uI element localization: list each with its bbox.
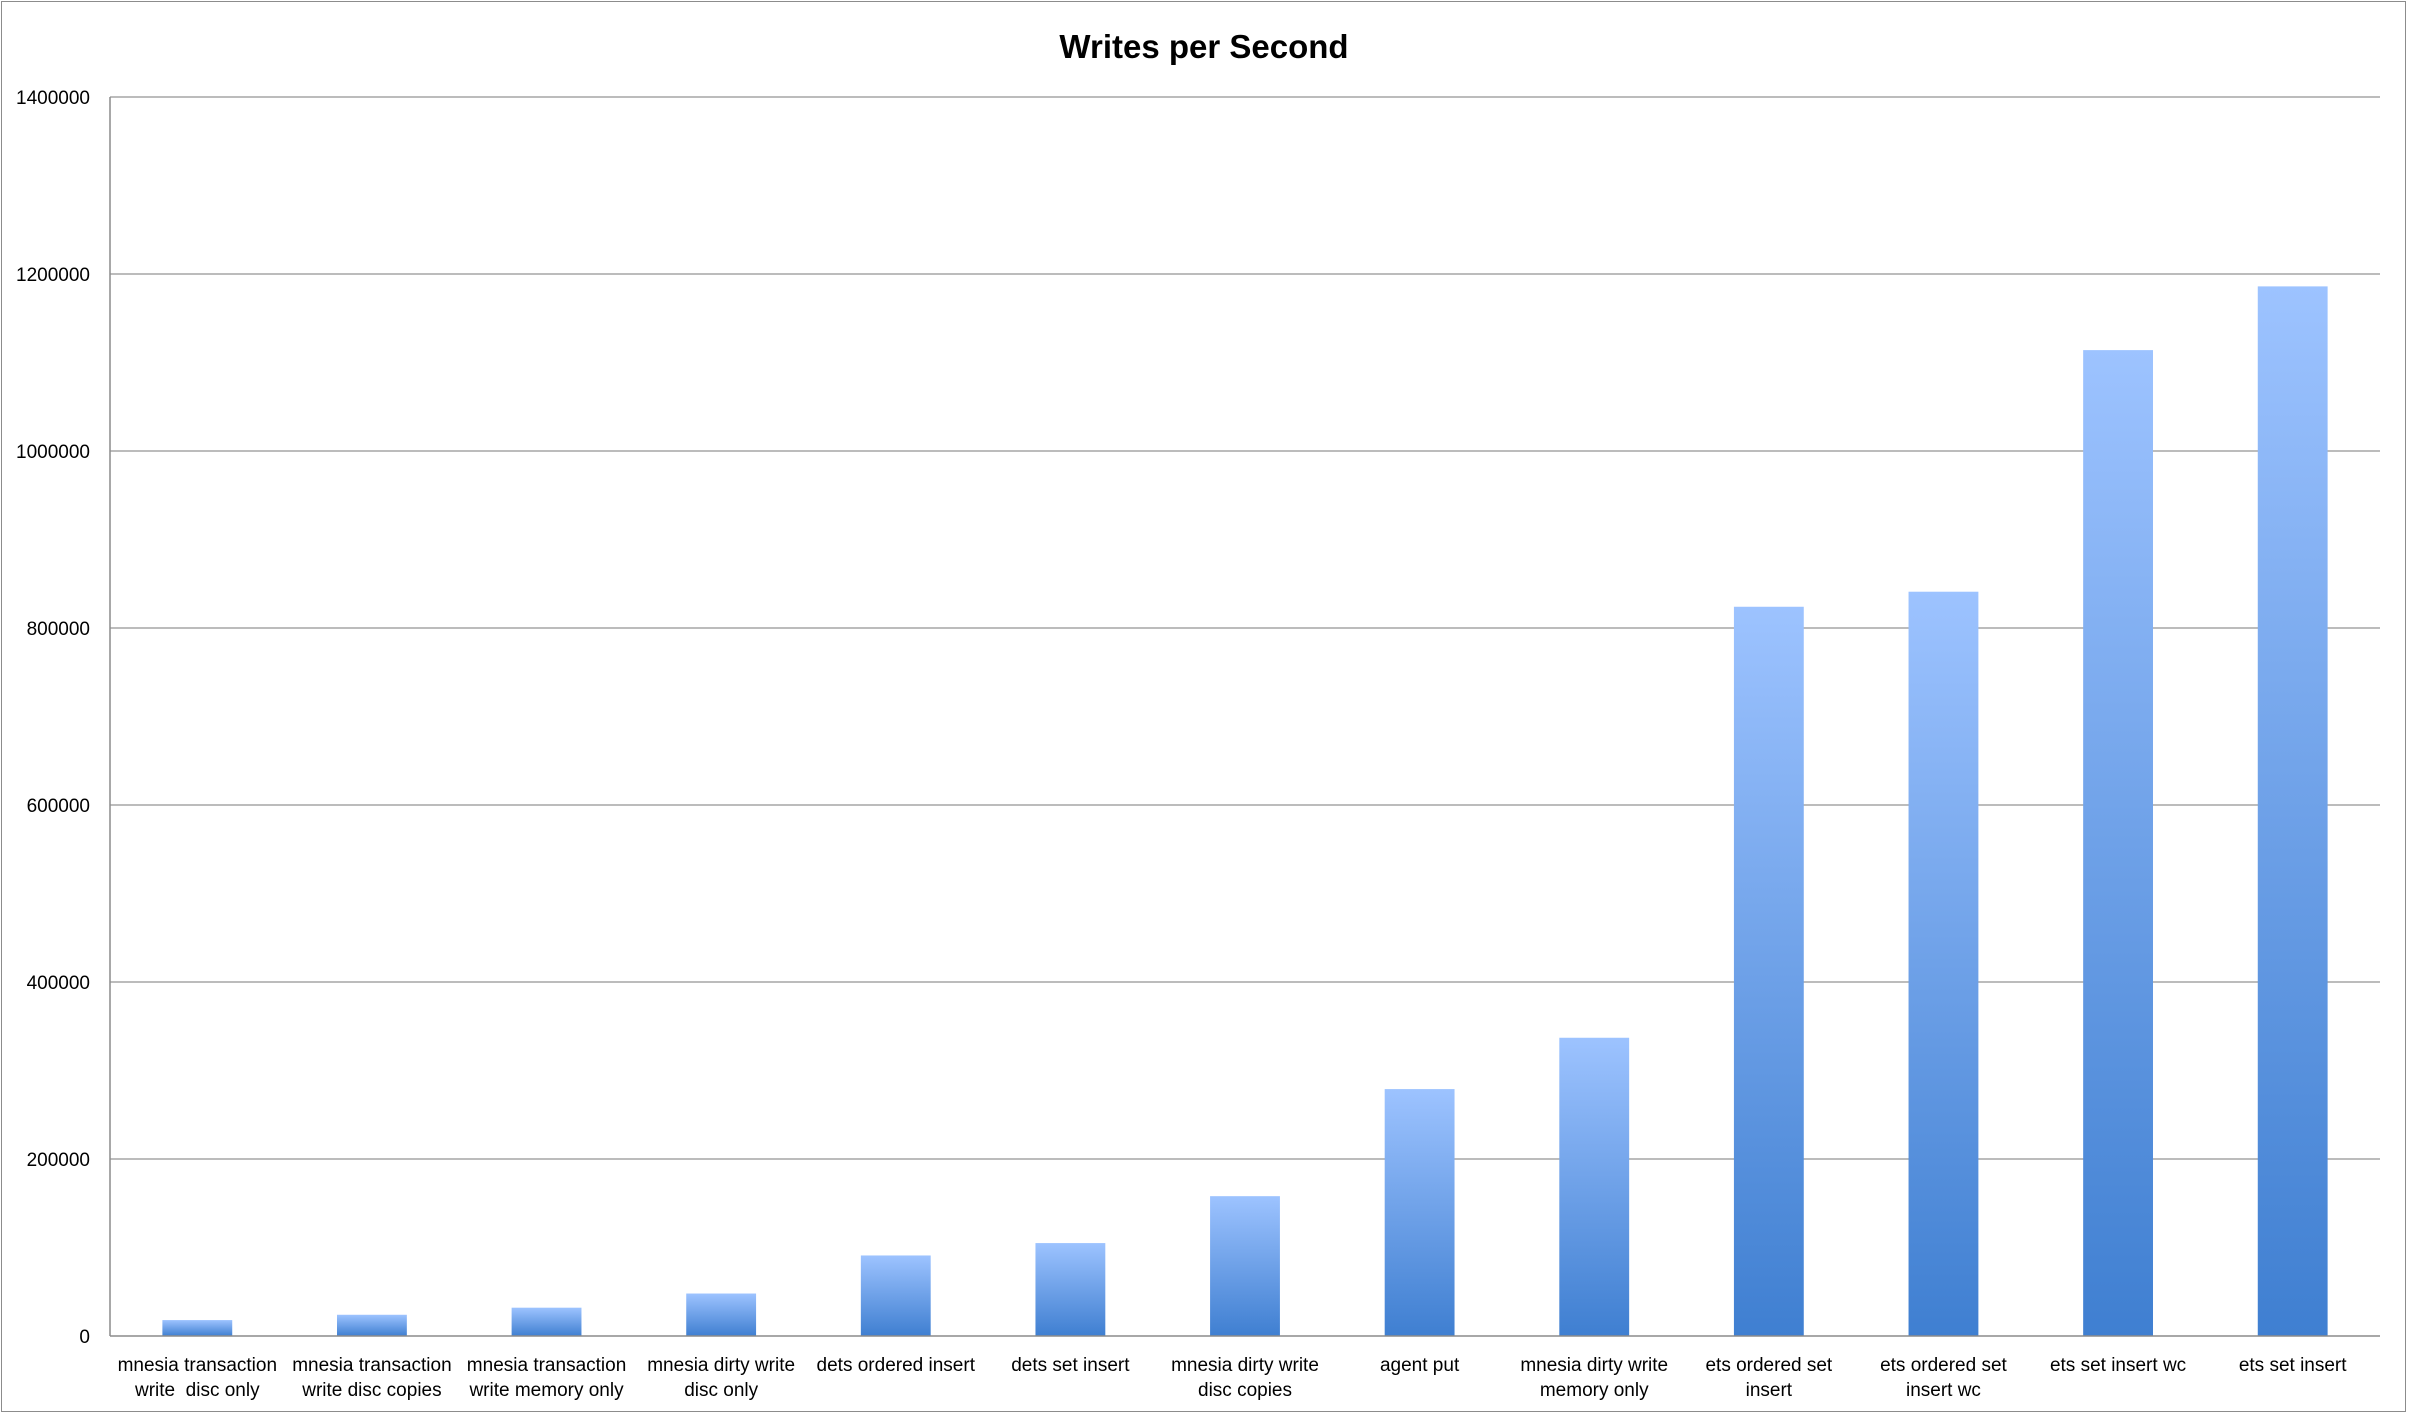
x-category-label-line: mnesia dirty write bbox=[1171, 1355, 1319, 1376]
x-category-label: mnesia transaction write disc copies bbox=[292, 1355, 451, 1401]
bar bbox=[1559, 1037, 1630, 1336]
y-axis-tick-labels: 0 200000 400000 600000 800000 1000000 1200000 1… bbox=[16, 88, 90, 1348]
x-category-label: ets ordered set insert wc bbox=[1880, 1355, 2007, 1401]
y-tick-label: 1000000 bbox=[16, 442, 90, 463]
x-category-label-line: disc copies bbox=[1198, 1380, 1292, 1401]
chart-title: Writes per Second bbox=[1059, 28, 1348, 65]
x-category-label: dets set insert bbox=[1011, 1355, 1130, 1376]
x-category-label-line: mnesia transaction bbox=[467, 1355, 626, 1376]
x-category-label: mnesia dirty write memory only bbox=[1520, 1355, 1668, 1401]
x-category-label-line: write disc only bbox=[134, 1380, 260, 1401]
bar bbox=[1733, 606, 1804, 1336]
y-tick-label: 1200000 bbox=[16, 265, 90, 286]
bar bbox=[2083, 350, 2153, 1336]
y-tick-label: 200000 bbox=[27, 1150, 90, 1171]
x-category-label-line: mnesia dirty write bbox=[647, 1355, 795, 1376]
y-tick-label: 400000 bbox=[27, 973, 90, 994]
x-category-label-line: ets ordered set bbox=[1880, 1355, 2007, 1376]
x-category-label: mnesia transaction write memory only bbox=[467, 1355, 626, 1401]
y-tick-label: 1400000 bbox=[16, 88, 90, 109]
gridlines bbox=[110, 96, 2380, 1160]
bar bbox=[511, 1307, 582, 1336]
x-axis-category-labels: mnesia transaction write disc onlymnesia … bbox=[118, 1355, 2348, 1401]
x-category-label-line: write memory only bbox=[468, 1380, 624, 1401]
x-category-label: ets set insert wc bbox=[2050, 1355, 2186, 1376]
x-category-label-line: mnesia transaction bbox=[292, 1355, 451, 1376]
x-category-label-line: disc only bbox=[684, 1380, 758, 1401]
y-tick-label: 0 bbox=[79, 1327, 90, 1348]
x-category-label-line: insert wc bbox=[1906, 1380, 1981, 1401]
bar bbox=[1210, 1196, 1280, 1336]
x-category-label: ets ordered set insert bbox=[1705, 1355, 1832, 1401]
x-category-label-line: dets set insert bbox=[1011, 1355, 1130, 1376]
x-category-label: mnesia dirty write disc copies bbox=[1171, 1355, 1319, 1401]
x-category-label-line: mnesia transaction bbox=[118, 1355, 277, 1376]
bar bbox=[860, 1255, 931, 1336]
x-category-label-line: ets set insert wc bbox=[2050, 1355, 2186, 1376]
bar bbox=[2257, 286, 2328, 1336]
bar bbox=[337, 1314, 407, 1336]
x-category-label: mnesia dirty write disc only bbox=[647, 1355, 795, 1401]
x-category-label-line: insert bbox=[1746, 1380, 1793, 1401]
bars bbox=[162, 286, 2328, 1336]
bar bbox=[1908, 591, 1979, 1336]
x-category-label-line: memory only bbox=[1540, 1380, 1649, 1401]
y-tick-label: 600000 bbox=[27, 796, 90, 817]
x-category-label-line: ets ordered set bbox=[1705, 1355, 1832, 1376]
bar bbox=[1384, 1089, 1455, 1336]
bar bbox=[686, 1293, 757, 1336]
x-category-label: ets set insert bbox=[2239, 1355, 2347, 1376]
y-tick-label: 800000 bbox=[27, 619, 90, 640]
x-category-label-line: ets set insert bbox=[2239, 1355, 2347, 1376]
x-category-label: agent put bbox=[1380, 1355, 1460, 1376]
x-category-label-line: agent put bbox=[1380, 1355, 1460, 1376]
bar bbox=[162, 1320, 233, 1336]
x-category-label-line: write disc copies bbox=[301, 1380, 441, 1401]
bar bbox=[1035, 1243, 1106, 1336]
x-category-label-line: dets ordered insert bbox=[817, 1355, 976, 1376]
x-category-label: dets ordered insert bbox=[817, 1355, 976, 1376]
x-category-label-line: mnesia dirty write bbox=[1520, 1355, 1668, 1376]
x-category-label: mnesia transaction write disc only bbox=[118, 1355, 277, 1401]
